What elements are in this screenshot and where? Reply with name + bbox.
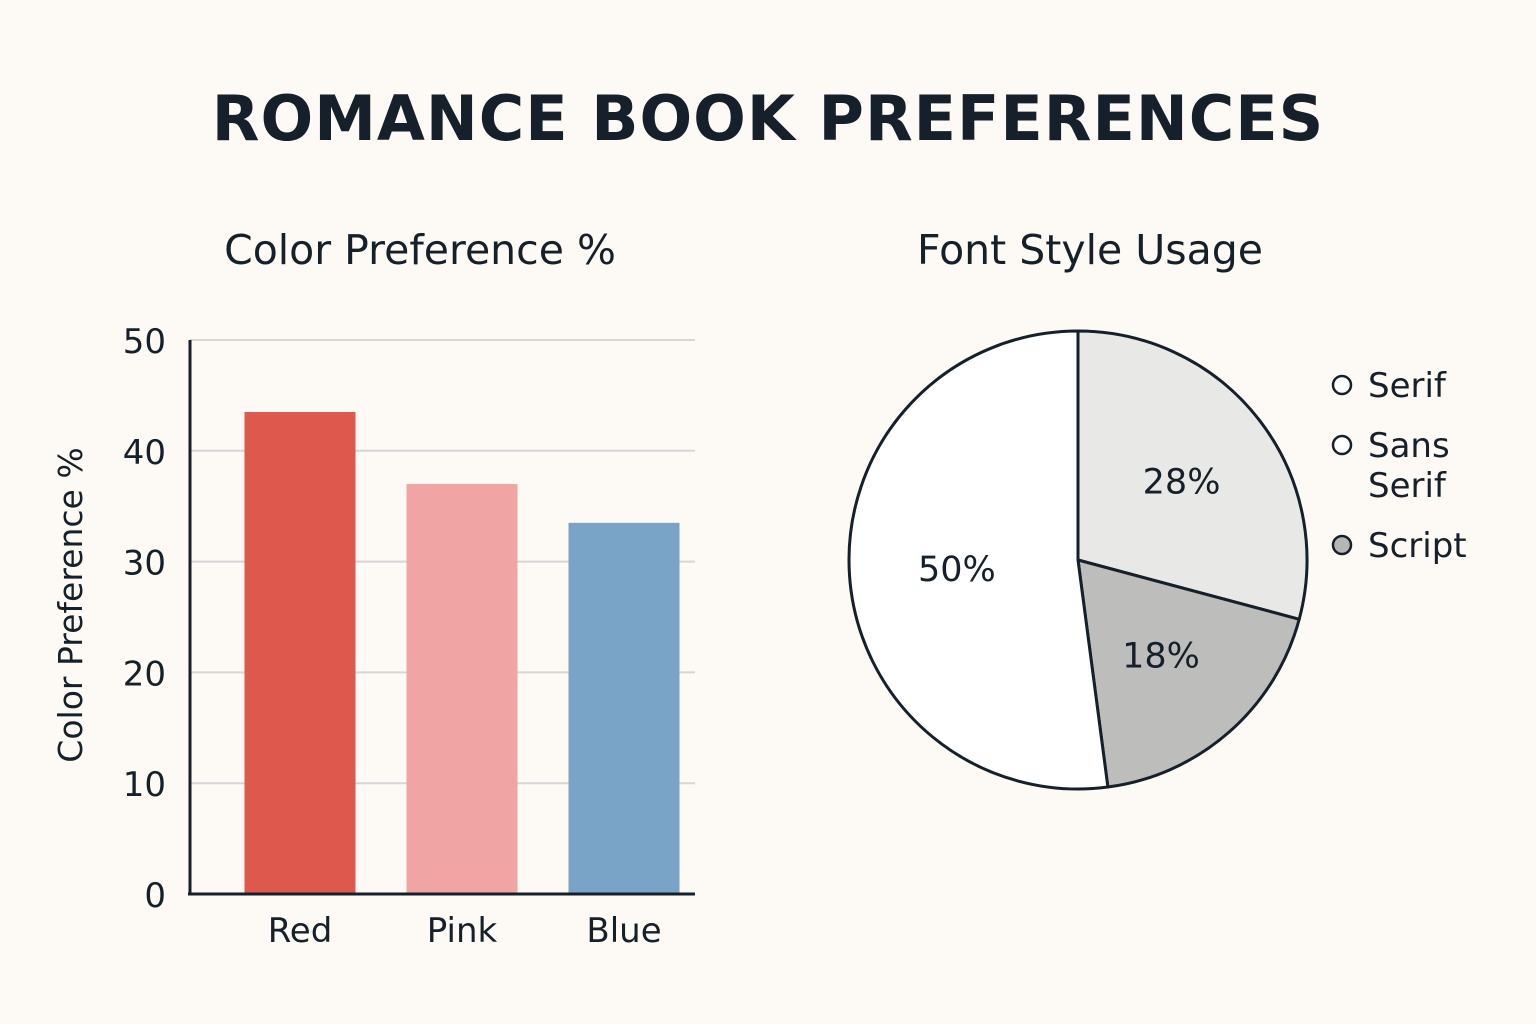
pie-slice-serif xyxy=(1076,329,1309,621)
legend-label: Script xyxy=(1368,526,1467,566)
page-title: ROMANCE BOOK PREFERENCES xyxy=(211,82,1325,155)
pie-chart-title: Font Style Usage xyxy=(916,226,1264,274)
y-tick-label: 40 xyxy=(123,433,166,473)
bar-red xyxy=(244,412,356,894)
legend-marker xyxy=(1331,434,1353,456)
bar-chart-title: Color Preference % xyxy=(224,226,616,274)
y-tick-label: 50 xyxy=(123,322,166,362)
bar-chart: 0 10 20 30 40 50 Red Pink Blue Color Preference % xyxy=(51,322,695,951)
pie-slice-sans-serif xyxy=(1076,558,1301,789)
pie-value-label: 50% xyxy=(918,550,996,590)
y-tick-label: 10 xyxy=(123,765,166,805)
legend-label: Sans xyxy=(1368,426,1450,466)
y-tick-label: 0 xyxy=(144,876,166,916)
pie-slice-script xyxy=(847,329,1110,791)
bar-blue xyxy=(568,522,680,894)
y-tick-label: 20 xyxy=(123,654,166,694)
y-axis-label: Color Preference % xyxy=(51,447,90,762)
bar-pink xyxy=(406,484,518,894)
pie-value-label: 28% xyxy=(1143,463,1221,503)
pie-value-label: 18% xyxy=(1122,637,1200,677)
legend-label: Serif xyxy=(1368,366,1447,406)
x-tick-label: Blue xyxy=(586,911,661,951)
x-tick-label: Pink xyxy=(427,911,498,951)
y-tick-label: 30 xyxy=(123,544,166,584)
legend-marker xyxy=(1331,534,1353,556)
legend-label: Serif xyxy=(1368,466,1447,506)
x-tick-label: Red xyxy=(268,911,333,951)
legend-marker xyxy=(1331,374,1353,396)
